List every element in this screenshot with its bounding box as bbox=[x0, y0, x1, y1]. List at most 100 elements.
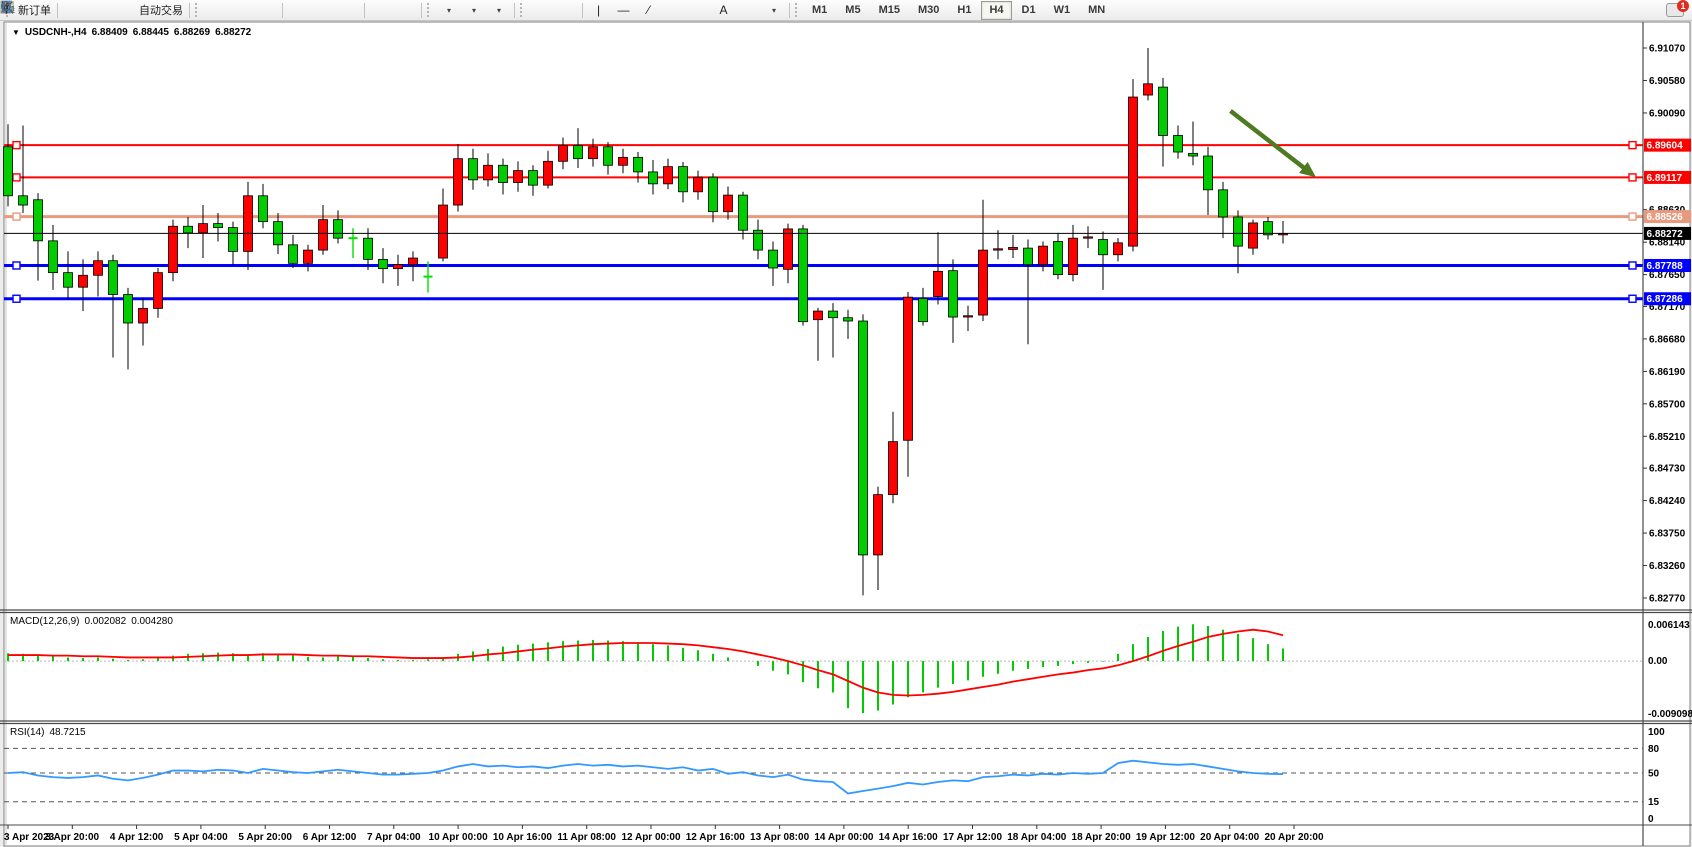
price-tick-label: 6.82770 bbox=[1649, 593, 1686, 604]
candle-down bbox=[33, 199, 43, 242]
trendline-tool-button[interactable]: ⁄ bbox=[636, 0, 661, 20]
price-tick-label: 6.85210 bbox=[1649, 432, 1686, 443]
indicators-caret-icon: ▾ bbox=[446, 5, 451, 15]
candle-down bbox=[573, 145, 583, 160]
timeframe-h1-button[interactable]: H1 bbox=[957, 3, 972, 16]
candle-up bbox=[78, 274, 88, 288]
price-tick-label: 6.85700 bbox=[1649, 399, 1686, 410]
trend-arrow-annotation[interactable] bbox=[1229, 109, 1310, 173]
rsi-scale-label: 15 bbox=[1648, 797, 1660, 808]
channel-tool-button[interactable]: F bbox=[2, 0, 711, 20]
hline-price-box-label: 6.89117 bbox=[1647, 173, 1683, 184]
candle-down bbox=[1173, 135, 1183, 153]
hline-handle[interactable] bbox=[1628, 212, 1637, 221]
candle-up bbox=[693, 176, 703, 193]
candle-down bbox=[1053, 241, 1063, 276]
search-icon[interactable] bbox=[0, 0, 15, 15]
candle-up bbox=[513, 170, 523, 183]
time-tick-label: 3 Apr 2023 bbox=[4, 832, 55, 843]
line-chart-type-button[interactable] bbox=[0, 0, 279, 20]
candle-down bbox=[468, 158, 478, 181]
text-tool-button[interactable]: A bbox=[711, 0, 736, 20]
market-watch-button[interactable] bbox=[0, 0, 111, 20]
timeframe-h4-button[interactable]: H4 bbox=[981, 0, 1012, 20]
cursor-tool-button[interactable] bbox=[2, 0, 554, 20]
timeframe-toolbar: M1 M5 M15 M30 H1 H4 D1 W1 MN bbox=[804, 0, 1113, 20]
candle-down bbox=[603, 146, 613, 166]
hline-layer bbox=[4, 140, 1643, 303]
rsi-scale-label: 0 bbox=[1648, 814, 1654, 825]
time-tick-label: 18 Apr 20:00 bbox=[1072, 832, 1132, 843]
candle-down bbox=[258, 195, 268, 223]
price-scale[interactable]: 6.910706.905806.900906.886306.881406.876… bbox=[1643, 44, 1692, 826]
candle-up bbox=[303, 249, 313, 264]
hline-handle[interactable] bbox=[1628, 173, 1637, 182]
vertical-line-tool-button[interactable]: | bbox=[586, 0, 611, 20]
templates-button[interactable]: ▾ bbox=[0, 0, 511, 20]
time-tick-label: 11 Apr 08:00 bbox=[557, 832, 616, 843]
zoom-out-button[interactable] bbox=[1, 0, 336, 20]
crosshair-tool-button[interactable] bbox=[1, 0, 579, 20]
periods-button[interactable]: ▾ bbox=[0, 0, 486, 20]
candle-down bbox=[183, 225, 193, 234]
chart-title: ▼ USDCNH-,H4 6.88409 6.88445 6.88269 6.8… bbox=[12, 27, 251, 38]
timeframe-m30-button[interactable]: M30 bbox=[917, 3, 940, 16]
timeframe-d1-button[interactable]: D1 bbox=[1021, 3, 1036, 16]
timeframe-m15-button[interactable]: M15 bbox=[878, 3, 900, 16]
candle-up bbox=[1113, 242, 1123, 256]
hline-price-box-label: 6.88526 bbox=[1647, 212, 1684, 223]
hline-handle[interactable] bbox=[1628, 140, 1637, 150]
notifications-icon[interactable]: 1 bbox=[1666, 0, 1689, 17]
signals-button[interactable] bbox=[1, 0, 136, 20]
indicators-button[interactable]: ▾ bbox=[0, 0, 461, 20]
hline-handle[interactable] bbox=[12, 294, 21, 303]
ohlc-toggle-icon[interactable]: ▼ bbox=[12, 28, 20, 37]
candle-down bbox=[123, 294, 133, 324]
candle-down bbox=[108, 260, 118, 295]
candle-up bbox=[1008, 247, 1018, 250]
candle-up bbox=[783, 228, 793, 270]
hline-handle[interactable] bbox=[1628, 294, 1637, 303]
hline-handle[interactable] bbox=[12, 212, 21, 221]
time-tick-label: 5 Apr 04:00 bbox=[174, 832, 228, 843]
tile-windows-button[interactable] bbox=[1, 0, 361, 20]
candle-up bbox=[408, 257, 418, 266]
time-tick-label: 14 Apr 00:00 bbox=[814, 832, 874, 843]
timeframe-w1-button[interactable]: W1 bbox=[1053, 3, 1071, 16]
candle-up bbox=[723, 194, 733, 213]
fibonacci-tool-button[interactable]: E bbox=[1, 0, 686, 20]
hline-handle[interactable] bbox=[12, 140, 21, 150]
candle-down bbox=[1023, 247, 1033, 266]
chart-window-button[interactable] bbox=[1, 0, 86, 20]
hline-price-box bbox=[1644, 292, 1691, 306]
rsi-name: RSI(14) bbox=[10, 727, 45, 738]
candle-up bbox=[393, 264, 403, 270]
autotrading-button[interactable]: 自动交易 bbox=[0, 0, 186, 20]
hline-handle[interactable] bbox=[12, 173, 21, 182]
timeframe-m1-button[interactable]: M1 bbox=[812, 3, 828, 16]
shapes-tool-button[interactable]: ▾ bbox=[2, 0, 786, 20]
timeframe-m5-button[interactable]: M5 bbox=[845, 3, 861, 16]
label-tool-button[interactable]: T bbox=[0, 0, 761, 20]
hline-handle[interactable] bbox=[12, 261, 21, 270]
hline-handle[interactable] bbox=[1628, 261, 1637, 270]
candle-up bbox=[1143, 83, 1153, 96]
bar-chart-type-button[interactable] bbox=[2, 0, 229, 20]
symbol-period-label: USDCNH-,H4 bbox=[24, 27, 87, 38]
price-tick-label: 6.87170 bbox=[1649, 302, 1686, 313]
candlestick-type-button[interactable] bbox=[1, 0, 254, 20]
candle-down bbox=[528, 170, 538, 186]
horizontal-line-tool-button[interactable]: — bbox=[611, 0, 636, 20]
zoom-in-button[interactable] bbox=[1, 0, 311, 20]
candle-up bbox=[888, 441, 898, 496]
candle-down bbox=[633, 156, 643, 173]
candle-up bbox=[243, 195, 253, 252]
auto-scroll-button[interactable] bbox=[2, 0, 393, 20]
timeframe-mn-button[interactable]: MN bbox=[1088, 3, 1106, 16]
candle-down bbox=[1098, 239, 1108, 256]
chart-shift-button[interactable] bbox=[2, 0, 418, 20]
candle-up bbox=[663, 166, 673, 185]
new-order-button[interactable]: 新订单 bbox=[0, 0, 54, 20]
